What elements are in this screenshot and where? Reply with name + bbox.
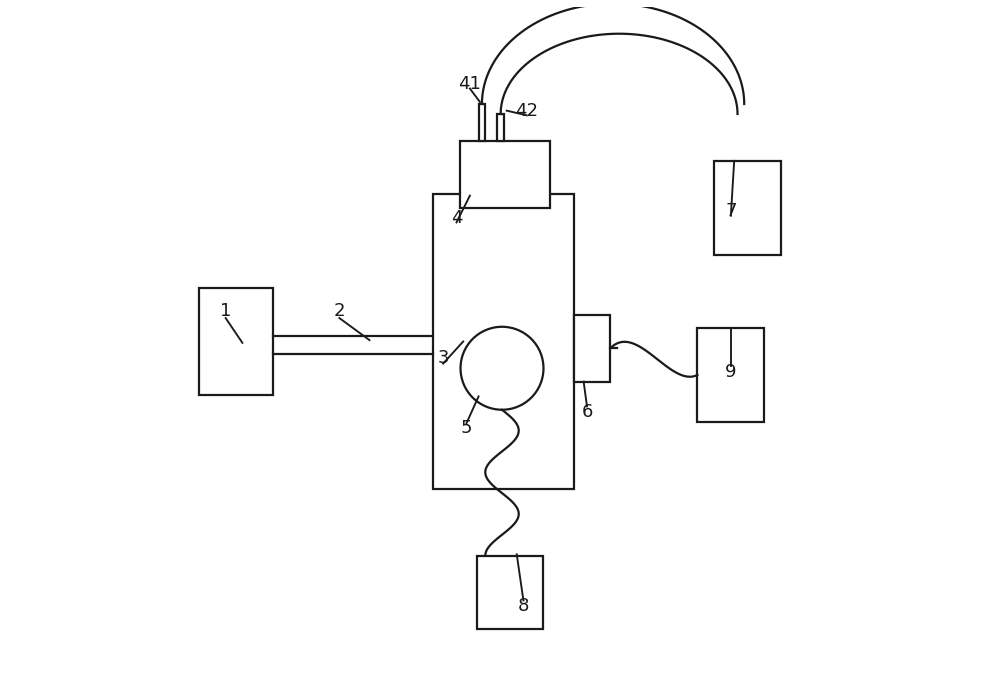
Bar (497, 114, 504, 141)
Bar (199, 288, 273, 395)
Text: 5: 5 (461, 419, 472, 438)
Text: 6: 6 (581, 403, 593, 421)
Bar (574, 315, 610, 382)
Text: 4: 4 (451, 209, 462, 227)
Text: 3: 3 (437, 349, 449, 367)
Text: 8: 8 (518, 597, 529, 615)
Text: 41: 41 (458, 75, 481, 93)
Text: 9: 9 (725, 363, 737, 380)
Text: 2: 2 (334, 303, 345, 320)
Bar (697, 328, 764, 422)
Text: 42: 42 (515, 102, 538, 120)
Bar (477, 555, 543, 629)
Text: 1: 1 (220, 303, 231, 320)
Text: 7: 7 (725, 202, 737, 220)
Bar (460, 141, 550, 208)
Bar (714, 161, 781, 255)
Bar (479, 104, 485, 141)
Bar (433, 194, 574, 489)
